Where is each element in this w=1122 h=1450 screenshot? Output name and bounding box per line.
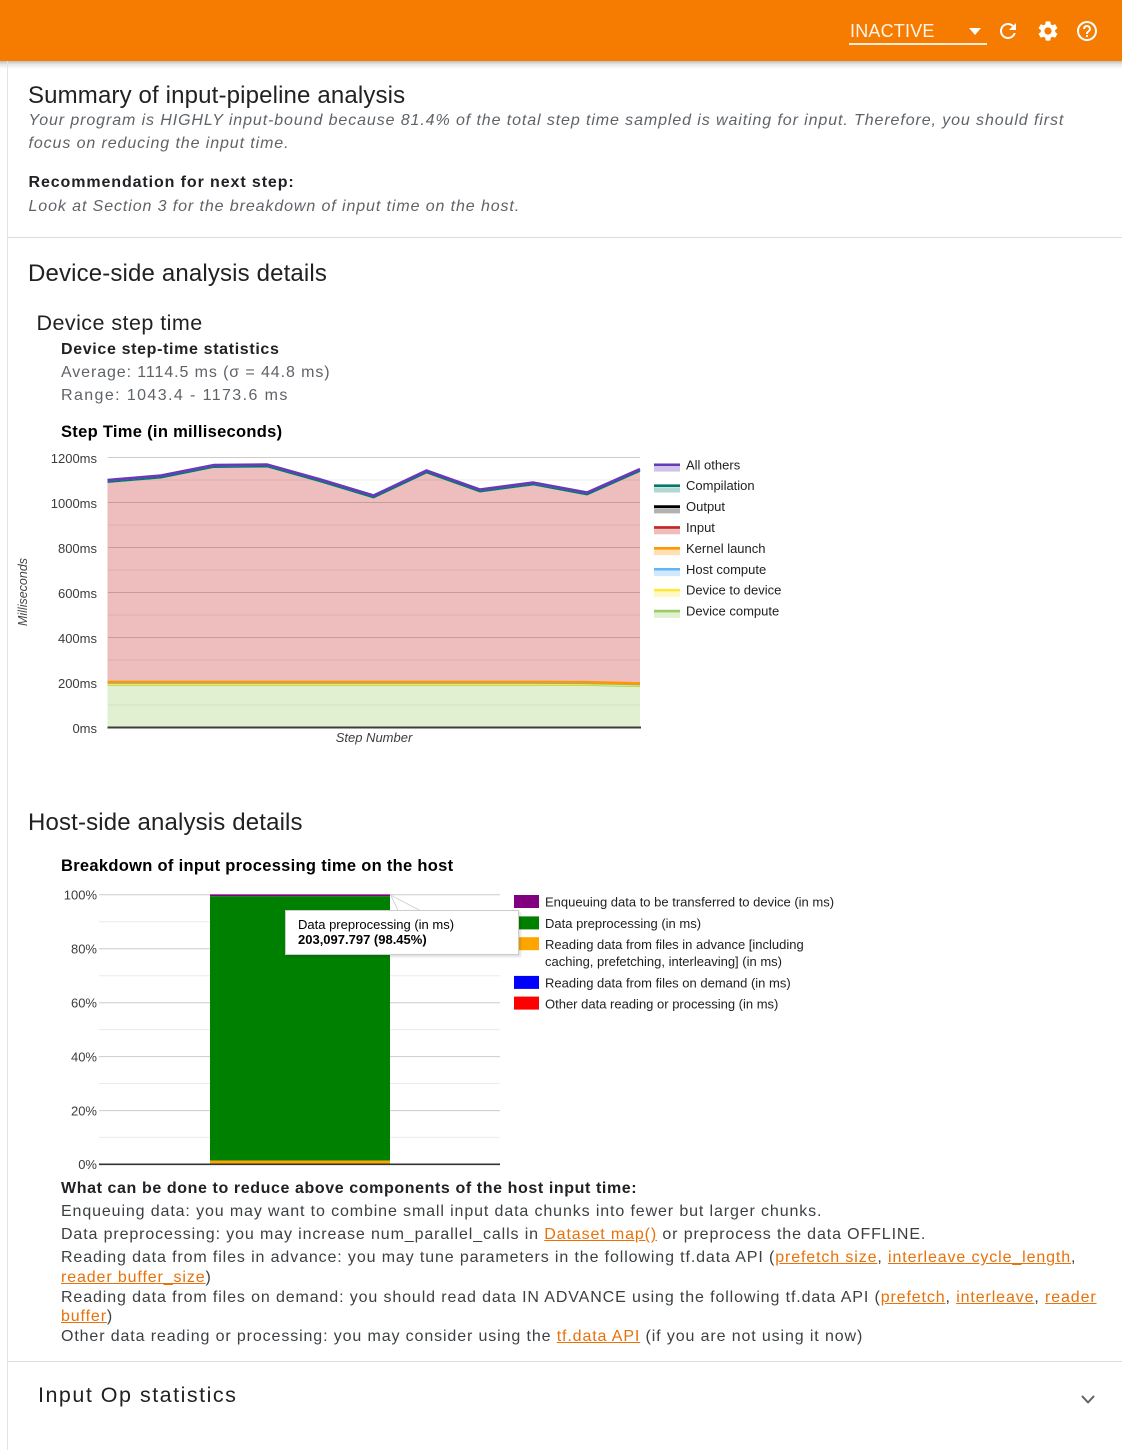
- svg-text:Device to device: Device to device: [686, 583, 781, 598]
- svg-text:Milliseconds: Milliseconds: [16, 558, 30, 626]
- svg-text:600ms: 600ms: [58, 586, 98, 601]
- svg-text:Other data reading or processi: Other data reading or processing (in ms): [545, 997, 778, 1012]
- svg-text:Device compute: Device compute: [686, 604, 779, 619]
- svg-text:100%: 100%: [64, 888, 98, 903]
- svg-text:800ms: 800ms: [58, 541, 98, 556]
- svg-text:0%: 0%: [78, 1157, 97, 1172]
- svg-text:Output: Output: [686, 499, 725, 514]
- svg-text:Step Number: Step Number: [336, 730, 413, 745]
- svg-text:Input: Input: [686, 520, 715, 535]
- svg-text:40%: 40%: [71, 1049, 97, 1064]
- svg-text:Compilation: Compilation: [686, 478, 755, 493]
- svg-text:400ms: 400ms: [58, 631, 98, 646]
- svg-text:Reading data from files on dem: Reading data from files on demand (in ms…: [545, 976, 791, 991]
- svg-text:All others: All others: [686, 457, 741, 472]
- svg-text:caching, prefetching, interlea: caching, prefetching, interleaving] (in …: [545, 954, 782, 969]
- svg-text:1200ms: 1200ms: [51, 451, 98, 466]
- svg-text:Enqueuing data to be transferr: Enqueuing data to be transferred to devi…: [545, 895, 834, 910]
- svg-text:0ms: 0ms: [72, 721, 97, 736]
- svg-text:200ms: 200ms: [58, 676, 98, 691]
- svg-text:Host compute: Host compute: [686, 562, 766, 577]
- svg-text:Data preprocessing (in ms): Data preprocessing (in ms): [545, 916, 701, 931]
- svg-text:Reading data from files in adv: Reading data from files in advance [incl…: [545, 937, 804, 952]
- svg-text:Kernel launch: Kernel launch: [686, 541, 766, 556]
- svg-text:60%: 60%: [71, 996, 97, 1011]
- svg-text:1000ms: 1000ms: [51, 496, 98, 511]
- svg-text:80%: 80%: [71, 942, 97, 957]
- svg-text:20%: 20%: [71, 1103, 97, 1118]
